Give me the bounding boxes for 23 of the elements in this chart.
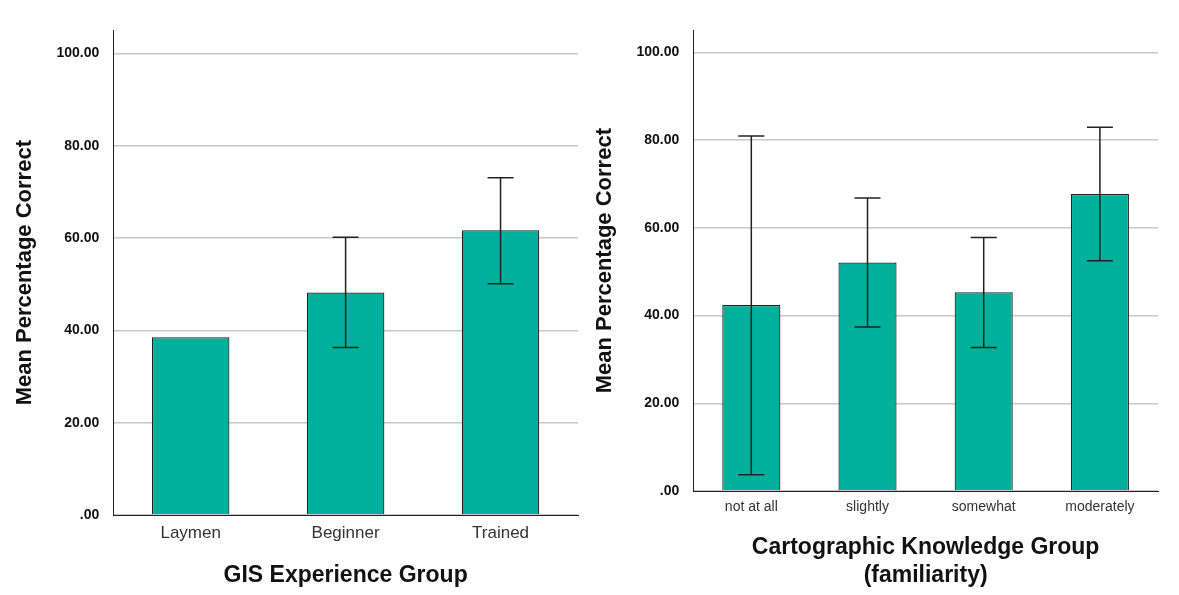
x-axis-title: Cartographic Knowledge Group (familiarity): [751, 532, 1100, 587]
x-tick-label: Trained: [472, 522, 530, 542]
x-tick-label: Laymen: [160, 522, 221, 542]
y-tick-label: 40.00: [64, 321, 100, 338]
y-tick-label: 60.00: [64, 228, 100, 245]
y-tick-label: 100.00: [56, 44, 100, 61]
y-tick-label: 20.00: [64, 413, 100, 430]
y-tick-label: 100.00: [636, 43, 680, 60]
y-tick-label: 60.00: [644, 218, 680, 235]
y-tick-label: 80.00: [64, 136, 100, 153]
y-axis-title: Mean Percentage Correct: [11, 139, 37, 406]
y-tick-label: 80.00: [644, 130, 680, 147]
x-tick-label: moderately: [1065, 498, 1135, 515]
y-tick-label: .00: [659, 481, 680, 498]
x-tick-label: slightly: [846, 498, 889, 515]
y-tick-label: 20.00: [644, 394, 680, 411]
x-axis-title: GIS Experience Group: [223, 560, 468, 587]
y-tick-label: 40.00: [644, 306, 680, 323]
x-tick-label: somewhat: [951, 498, 1016, 515]
x-tick-label: not at all: [724, 498, 778, 515]
y-axis-title: Mean Percentage Correct: [591, 127, 617, 394]
x-tick-label: Beginner: [311, 522, 380, 542]
y-tick-label: .00: [79, 505, 100, 522]
